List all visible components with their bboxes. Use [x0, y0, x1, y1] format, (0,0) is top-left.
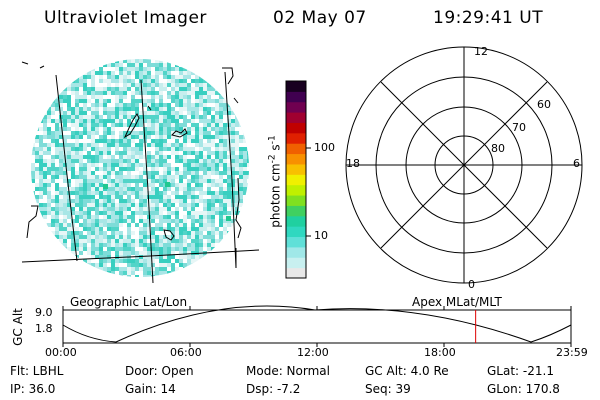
colorbar-swatch — [286, 91, 306, 103]
info-dsp: Dsp: -7.2 — [246, 382, 301, 396]
colorbar-swatch — [286, 267, 306, 279]
timeline-frame — [62, 309, 572, 344]
colorbar-swatch — [286, 81, 306, 92]
info-flt: Flt: LBHL — [10, 364, 64, 378]
geo-panel-label: Geographic Lat/Lon — [70, 295, 188, 309]
colorbar-swatch — [286, 132, 306, 144]
colorbar-frame — [285, 80, 307, 279]
mlt-label-6: 6 — [573, 157, 580, 170]
polar-grid — [345, 46, 583, 284]
colorbar-swatch — [286, 184, 306, 196]
colorbar-swatch — [286, 143, 306, 155]
polar-panel-label: Apex MLat/MLT — [412, 295, 502, 309]
timeline-xtick-0: 00:00 — [45, 346, 77, 359]
timeline-xtick-2: 12:00 — [297, 346, 329, 359]
timeline-ytick-min: 1.8 — [35, 322, 53, 335]
colorbar-swatch — [286, 163, 306, 175]
timeline-xtick-4: 23:59 — [556, 346, 588, 359]
lat-label-70: 70 — [512, 121, 526, 134]
altitude-curve — [62, 305, 572, 343]
lat-label-80: 80 — [491, 142, 505, 155]
info-door: Door: Open — [125, 364, 194, 378]
info-glat: GLat: -21.1 — [487, 364, 554, 378]
info-seq: Seq: 39 — [365, 382, 411, 396]
colorbar-swatch — [286, 122, 306, 134]
colorbar-unit-label: photon cm-2 s-1 — [267, 135, 283, 228]
colorbar-swatch — [286, 195, 306, 206]
info-gcalt: GC Alt: 4.0 Re — [365, 364, 449, 378]
mlt-label-18: 18 — [346, 157, 360, 170]
date-label: 02 May 07 — [273, 8, 367, 28]
colorbar-swatch — [286, 236, 306, 248]
colorbar-swatch — [286, 246, 306, 258]
colorbar-tick-100: 100 — [314, 141, 335, 154]
colorbar-swatch — [286, 153, 306, 165]
info-glon: GLon: 170.8 — [487, 382, 560, 396]
colorbar — [286, 81, 306, 279]
timeline-xtick-1: 06:00 — [170, 346, 202, 359]
time-label: 19:29:41 UT — [433, 8, 544, 28]
latlon-grid — [21, 71, 260, 284]
emission-pixels — [31, 59, 249, 277]
colorbar-swatch — [286, 205, 306, 217]
mlt-label-12: 12 — [474, 45, 488, 58]
colorbar-swatch — [286, 101, 306, 113]
coastlines — [21, 61, 242, 268]
colorbar-swatch — [286, 226, 306, 238]
mlt-label-0: 0 — [468, 278, 475, 291]
uv-image — [21, 59, 260, 284]
timeline-ticks — [62, 306, 572, 347]
info-ip: IP: 36.0 — [10, 382, 56, 396]
timeline-xtick-3: 18:00 — [424, 346, 456, 359]
timeline-ytick-max: 9.0 — [35, 306, 53, 319]
timeline-y-title: GC Alt — [11, 308, 25, 346]
instrument-title: Ultraviolet Imager — [44, 8, 207, 28]
colorbar-swatch — [286, 257, 306, 269]
info-mode: Mode: Normal — [246, 364, 330, 378]
colorbar-swatch — [286, 112, 306, 123]
colorbar-swatch — [286, 215, 306, 227]
lat-label-60: 60 — [537, 98, 551, 111]
colorbar-tick-10: 10 — [314, 229, 328, 242]
info-gain: Gain: 14 — [125, 382, 176, 396]
colorbar-swatch — [286, 174, 306, 186]
